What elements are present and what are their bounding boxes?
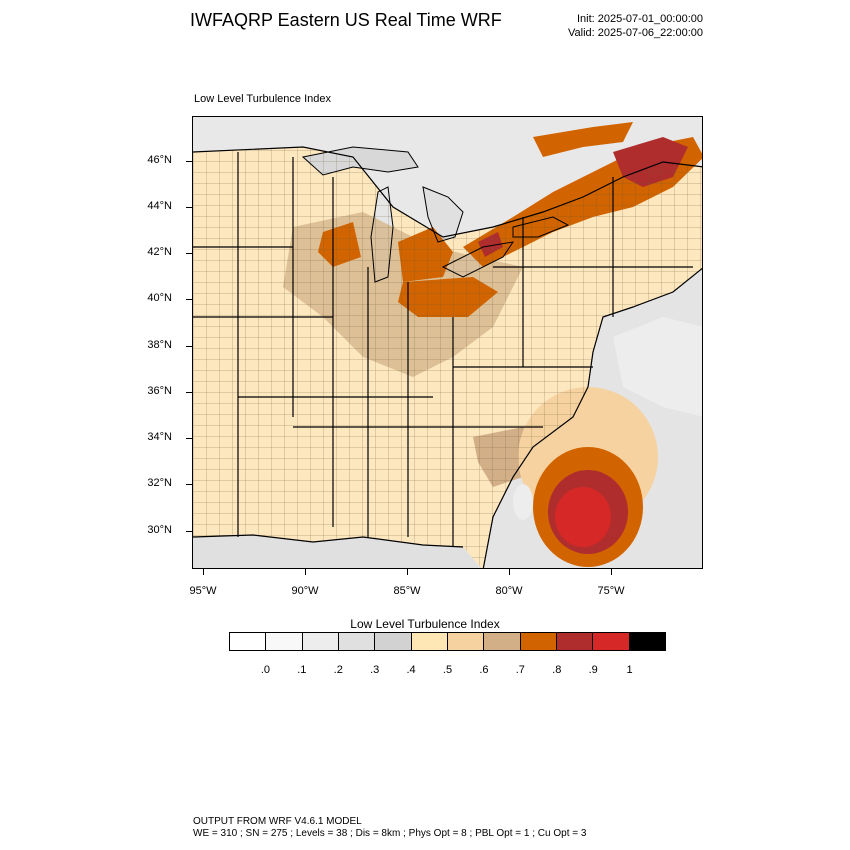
colorbar-tick-label: .5 bbox=[442, 664, 453, 676]
model-info: OUTPUT FROM WRF V4.6.1 MODEL bbox=[193, 816, 362, 827]
colorbar-tick-label: .4 bbox=[406, 664, 416, 676]
lat-tick bbox=[186, 392, 192, 393]
lat-tick bbox=[186, 438, 192, 439]
lon-label-80: 80°W bbox=[495, 585, 523, 597]
lat-label-44: 44°N bbox=[147, 200, 172, 212]
colorbar-swatch bbox=[302, 633, 339, 650]
colorbar-swatch bbox=[520, 633, 557, 650]
field-label: Low Level Turbulence Index bbox=[194, 93, 331, 105]
lat-label-36: 36°N bbox=[147, 385, 172, 397]
lat-tick bbox=[186, 531, 192, 532]
lon-tick bbox=[305, 569, 306, 575]
colorbar-swatch bbox=[484, 633, 521, 650]
storm-core bbox=[555, 487, 611, 547]
lon-label-90: 90°W bbox=[291, 585, 319, 597]
colorbar-title: Low Level Turbulence Index bbox=[350, 617, 500, 631]
colorbar-swatch bbox=[629, 633, 665, 650]
colorbar-swatch bbox=[338, 633, 376, 650]
lon-label-85: 85°W bbox=[393, 585, 421, 597]
valid-time: Valid: 2025-07-06_22:00:00 bbox=[568, 27, 703, 39]
lon-label-95: 95°W bbox=[189, 585, 217, 597]
orange-region-canada bbox=[533, 122, 633, 157]
lat-label-34: 34°N bbox=[147, 431, 172, 443]
lat-label-30: 30°N bbox=[147, 524, 172, 536]
colorbar-swatch bbox=[593, 633, 630, 650]
colorbar-tick-label: .1 bbox=[297, 664, 307, 676]
lat-tick bbox=[186, 253, 192, 254]
colorbar-swatch bbox=[230, 633, 267, 650]
model-options: WE = 310 ; SN = 275 ; Levels = 38 ; Dis … bbox=[193, 828, 587, 839]
lat-label-40: 40°N bbox=[147, 292, 172, 304]
lat-tick bbox=[186, 484, 192, 485]
lat-label-32: 32°N bbox=[147, 477, 172, 489]
colorbar-tick-label: .0 bbox=[260, 664, 270, 676]
lon-tick bbox=[611, 569, 612, 575]
storm-clear-area bbox=[513, 484, 533, 520]
lat-tick bbox=[186, 346, 192, 347]
lon-tick bbox=[407, 569, 408, 575]
init-time: Init: 2025-07-01_00:00:00 bbox=[577, 13, 703, 25]
colorbar-tick-label: .3 bbox=[370, 664, 380, 676]
lat-label-38: 38°N bbox=[147, 339, 172, 351]
county-grid bbox=[193, 147, 702, 568]
colorbar-tick-label: .6 bbox=[479, 664, 489, 676]
lat-tick bbox=[186, 161, 192, 162]
ocean-swath bbox=[613, 317, 702, 417]
colorbar-swatch bbox=[556, 633, 594, 650]
lon-label-75: 75°W bbox=[597, 585, 625, 597]
colorbar-swatch bbox=[447, 633, 485, 650]
plot-title: IWFAQRP Eastern US Real Time WRF bbox=[190, 10, 502, 30]
lon-tick bbox=[509, 569, 510, 575]
map-canvas bbox=[193, 117, 702, 568]
lat-label-42: 42°N bbox=[147, 246, 172, 258]
colorbar bbox=[229, 632, 666, 651]
lake-outlines bbox=[301, 146, 570, 283]
colorbar-swatch bbox=[411, 633, 448, 650]
colorbar-tick-label: 1 bbox=[626, 664, 633, 676]
colorbar-tick-label: .7 bbox=[515, 664, 525, 676]
turbulence-map bbox=[192, 116, 703, 569]
colorbar-swatch bbox=[375, 633, 412, 650]
lat-label-46: 46°N bbox=[147, 154, 172, 166]
lat-tick bbox=[186, 299, 192, 300]
colorbar-swatch bbox=[266, 633, 303, 650]
colorbar-tick-label: .9 bbox=[588, 664, 598, 676]
colorbar-tick-label: .8 bbox=[552, 664, 562, 676]
lon-tick bbox=[203, 569, 204, 575]
state-boundaries bbox=[193, 146, 702, 568]
colorbar-tick-label: .2 bbox=[333, 664, 343, 676]
lat-tick bbox=[186, 207, 192, 208]
